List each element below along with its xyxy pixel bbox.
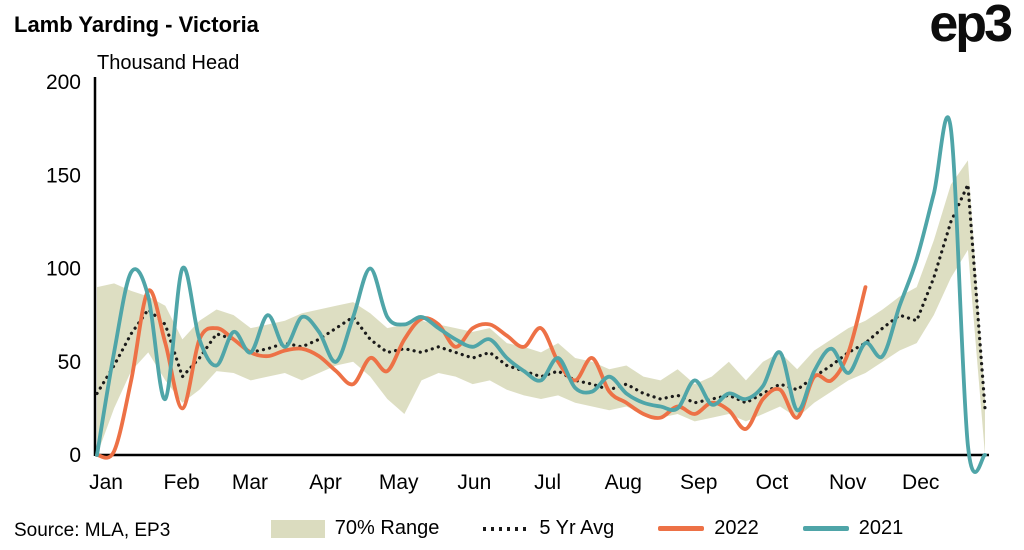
y-axis-unit-label: Thousand Head xyxy=(97,52,240,74)
x-tick-label: Jul xyxy=(534,471,561,494)
x-tick-label: May xyxy=(379,471,419,494)
legend-item-2022: 2022 xyxy=(658,517,759,540)
series-line-2021 xyxy=(95,115,987,475)
y-tick-label: 50 xyxy=(58,351,81,374)
x-tick-label: Apr xyxy=(309,471,342,494)
legend-label-2021: 2021 xyxy=(858,517,904,539)
line-2021-swatch xyxy=(802,526,849,531)
legend-label-2022: 2022 xyxy=(714,517,759,539)
range-band-area xyxy=(97,160,985,455)
x-tick-label: Dec xyxy=(902,471,939,494)
legend-item-range: 70% Range xyxy=(270,517,440,540)
y-tick-label: 150 xyxy=(46,164,81,187)
legend-item-2021: 2021 xyxy=(802,517,904,540)
source-note: Source: MLA, EP3 xyxy=(14,520,171,541)
range-band-swatch xyxy=(270,519,325,538)
x-tick-label: Nov xyxy=(829,471,867,494)
x-tick-label: Oct xyxy=(756,471,789,494)
x-tick-label: Jan xyxy=(89,471,123,494)
chart-legend: 70% Range 5 Yr Avg 2022 2021 xyxy=(170,517,1004,540)
x-tick-label: Jun xyxy=(457,471,491,494)
chart-title: Lamb Yarding - Victoria xyxy=(14,12,259,37)
x-tick-label: Aug xyxy=(605,471,642,494)
series-line-2022 xyxy=(95,285,868,460)
y-tick-label: 0 xyxy=(69,444,81,467)
legend-item-avg: 5 Yr Avg xyxy=(483,517,614,540)
ep3-logo: ep3 xyxy=(929,0,1013,53)
x-tick-label: Sep xyxy=(680,471,717,494)
line-2022-swatch xyxy=(658,526,705,531)
legend-label-avg: 5 Yr Avg xyxy=(539,517,615,539)
x-tick-label: Mar xyxy=(232,471,268,494)
y-tick-label: 200 xyxy=(46,71,81,94)
legend-label-range: 70% Range xyxy=(334,517,440,539)
y-tick-label: 100 xyxy=(46,258,81,281)
five-yr-avg-swatch xyxy=(483,526,530,531)
x-tick-label: Feb xyxy=(164,471,200,494)
